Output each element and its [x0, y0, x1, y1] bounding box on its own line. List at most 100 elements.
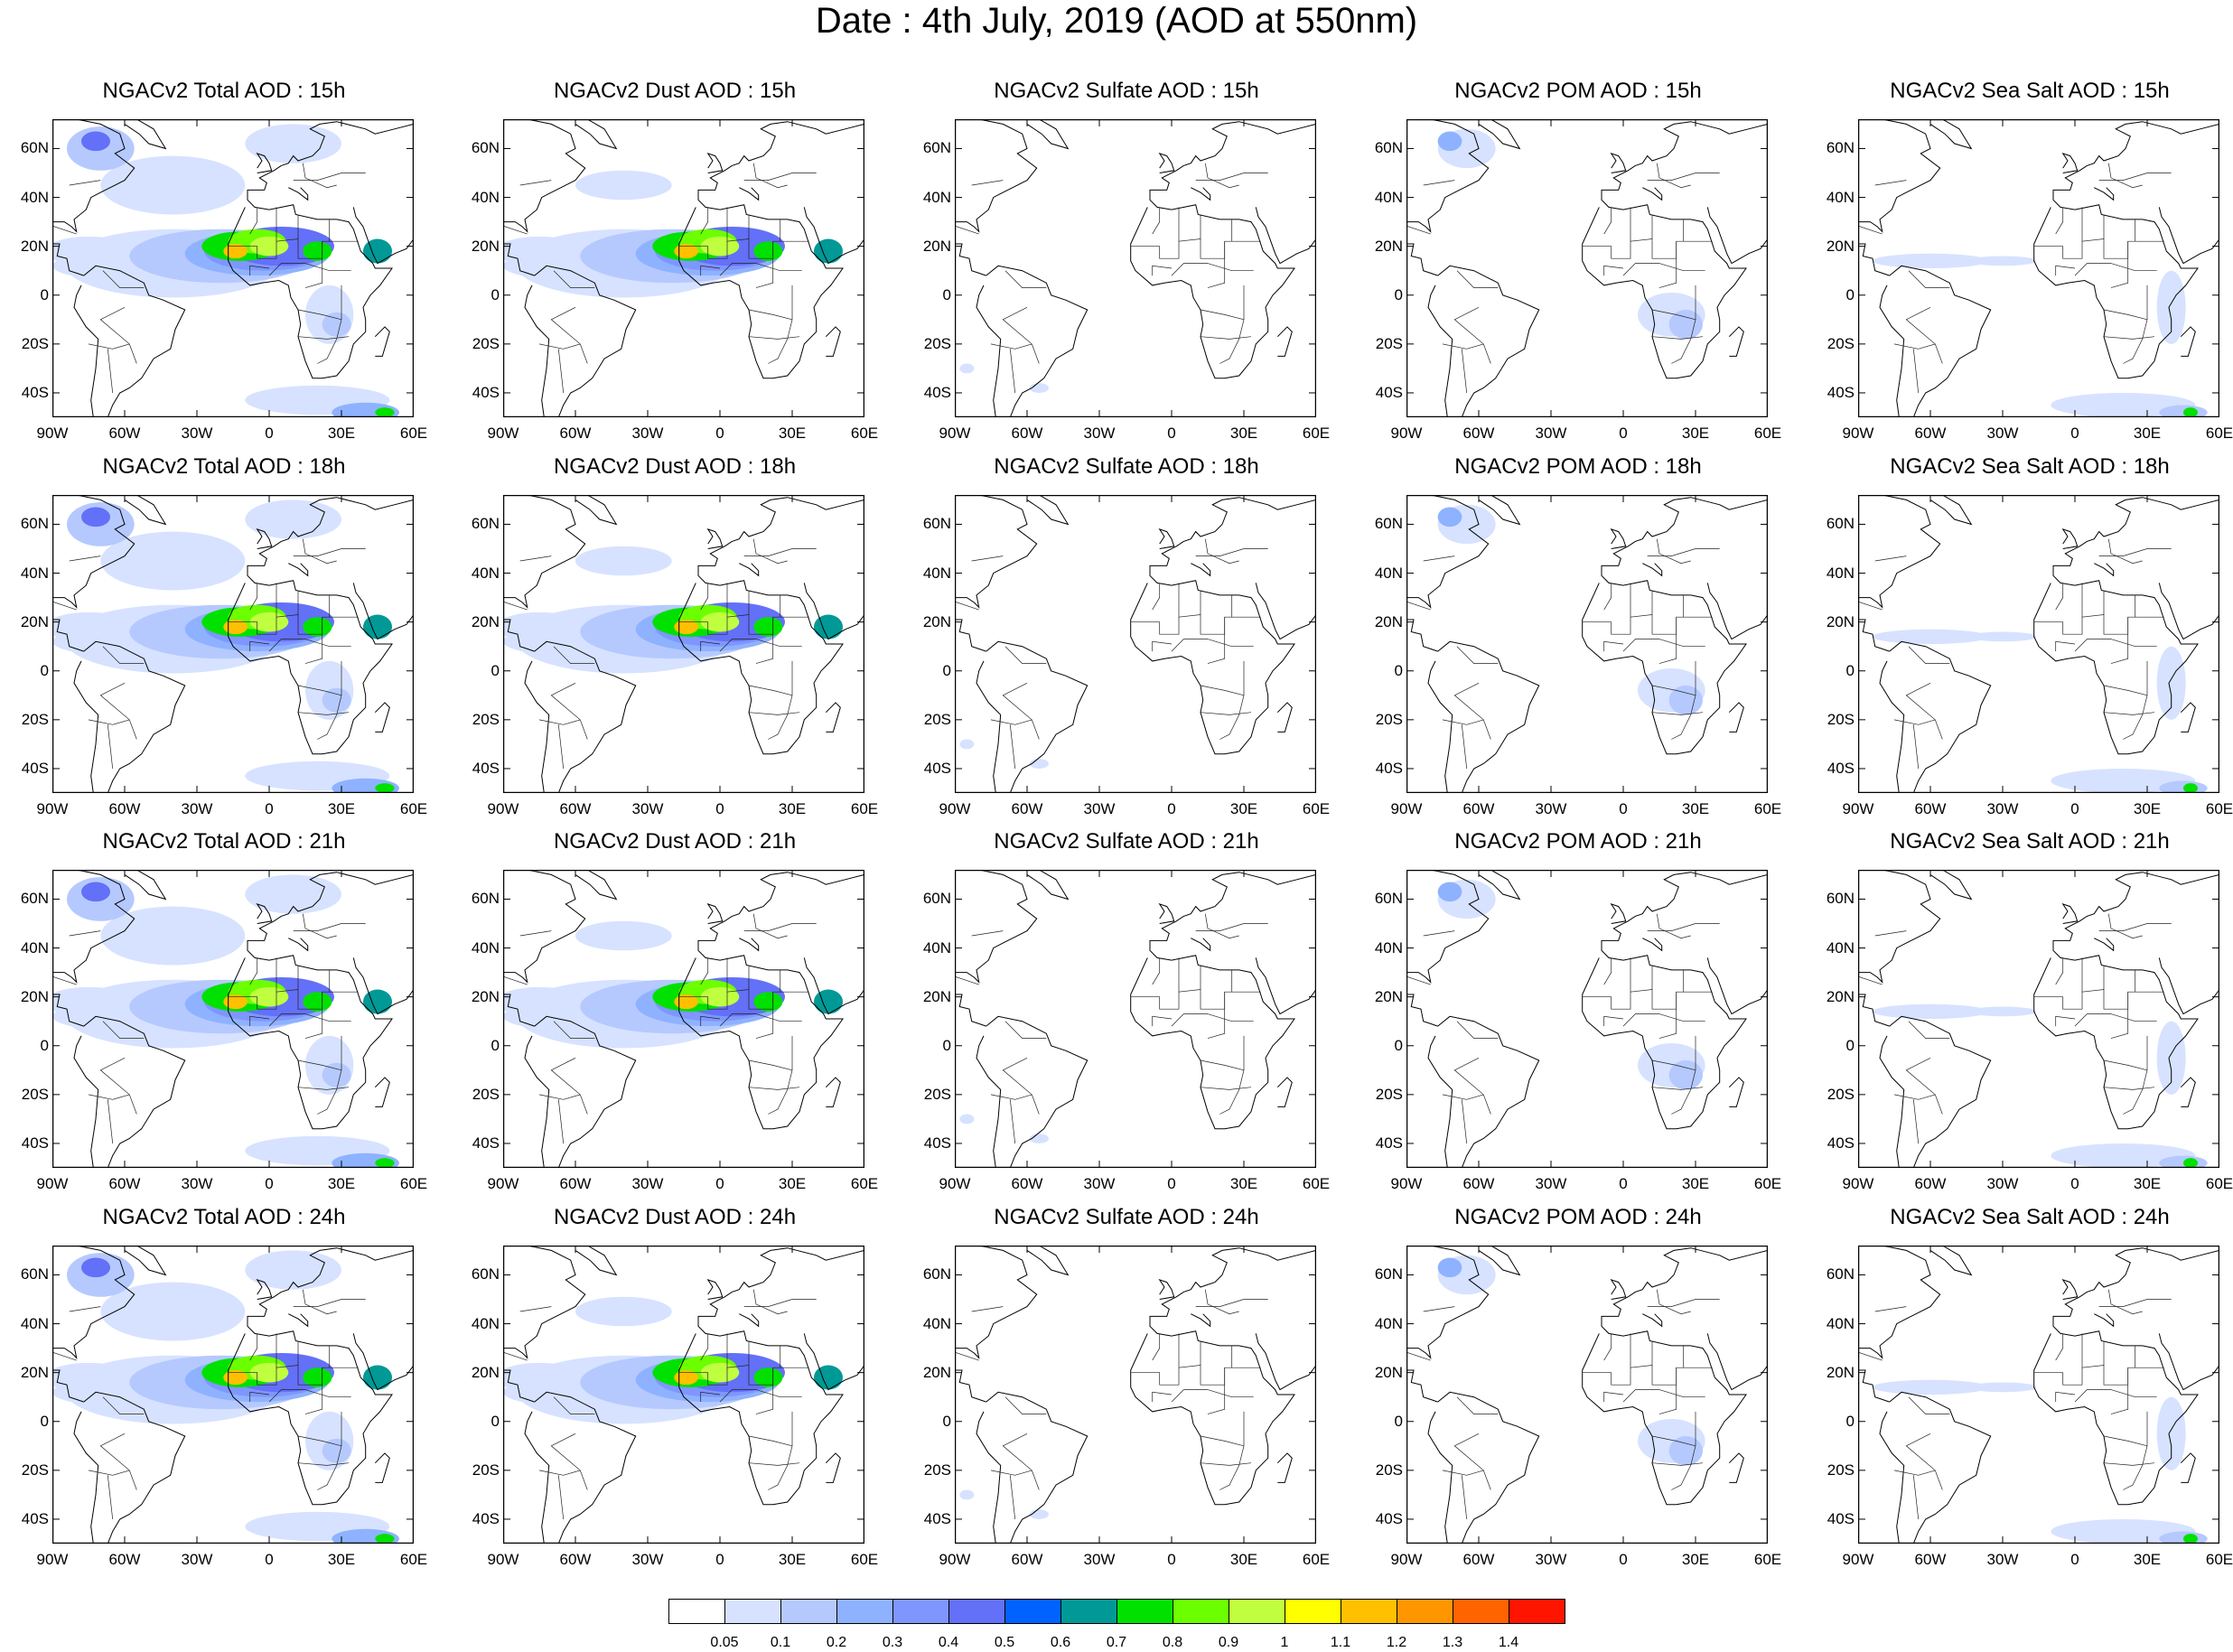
coastline [544, 495, 618, 526]
lon-tick-label: 60E [399, 425, 428, 442]
colorbar [668, 1599, 1565, 1628]
country-border [1582, 969, 1685, 1010]
country-border [719, 1389, 802, 1403]
country-border [99, 306, 137, 364]
country-border [990, 719, 1032, 725]
lat-tick-label: 20S [472, 1085, 500, 1103]
country-border [88, 343, 130, 350]
coastline [955, 243, 986, 276]
coastline [2158, 957, 2219, 1015]
aod-contour-region [1873, 629, 1988, 644]
lon-tick-label: 90W [1842, 425, 1874, 442]
lon-tick-label: 30E [327, 425, 356, 442]
country-border [2103, 712, 2155, 715]
coastline [503, 243, 535, 276]
coastline [976, 1391, 1088, 1544]
lon-tick-label: 60W [1011, 1551, 1043, 1568]
aod-contour-region [2051, 768, 2196, 793]
lat-tick-label: 60N [20, 515, 49, 533]
lon-tick-label: 60W [1011, 1175, 1043, 1192]
country-border [1130, 219, 1233, 259]
country-border [748, 712, 800, 715]
colorbar-swatch [1060, 1599, 1117, 1624]
country-border [1171, 1389, 1254, 1403]
country-border [1219, 1411, 1245, 1490]
aod-contour-region [245, 874, 341, 914]
aod-contour-region [575, 170, 672, 201]
country-border [1647, 548, 1720, 556]
aod-contour-region [1873, 1379, 1988, 1395]
country-border [1461, 724, 1468, 770]
lon-tick-label: 0 [265, 425, 274, 442]
country-border [1130, 969, 1233, 1010]
country-border [2074, 263, 2157, 276]
coastline [1582, 495, 1768, 755]
lat-tick-label: 0 [40, 1036, 49, 1054]
country-border [1195, 923, 1268, 931]
coastline [2094, 187, 2115, 201]
country-border [719, 263, 802, 276]
lon-tick-label: 60E [1753, 425, 1782, 442]
coastline [256, 902, 273, 924]
coastline [955, 1246, 1038, 1359]
country-border [2033, 219, 2136, 259]
coastline [1406, 1369, 1438, 1403]
country-border [700, 207, 709, 235]
lat-tick-label: 0 [1845, 285, 1855, 303]
map-panel-seasalt-21h: NGACv2 Sea Salt AOD : 21h 60N 40N 20N 0 20S 40… [1806, 828, 2233, 1204]
country-border [1603, 265, 1624, 276]
country-border [1671, 1035, 1696, 1115]
lon-tick-label: 90W [939, 1551, 971, 1568]
lon-tick-label: 90W [1842, 1175, 1874, 1192]
lon-tick-label: 30E [2133, 1551, 2162, 1568]
country-border [302, 1289, 337, 1315]
coastline [1610, 902, 1627, 924]
country-border [1152, 1015, 1173, 1027]
country-border [1656, 538, 1691, 565]
lon-tick-label: 30E [1681, 1551, 1710, 1568]
lon-tick-label: 60W [1462, 1551, 1495, 1568]
coastline [976, 1015, 1088, 1168]
lon-tick-label: 60W [1462, 800, 1495, 817]
country-border [1582, 219, 1685, 259]
country-border [971, 180, 1004, 186]
aod-contour-region [303, 1367, 332, 1387]
country-border [297, 309, 342, 321]
lat-tick-label: 20S [923, 710, 951, 728]
country-border [1002, 1433, 1040, 1490]
colorbar-label: 0.9 [1218, 1635, 1239, 1650]
aod-contour-region [81, 882, 110, 902]
country-border [1423, 180, 1455, 186]
country-border [1152, 207, 1161, 235]
coastline [678, 870, 864, 1130]
country-border [107, 724, 114, 770]
country-border [1130, 1345, 1233, 1386]
coastline [1130, 870, 1316, 1130]
country-border [538, 719, 581, 725]
country-border [2107, 538, 2143, 565]
lon-tick-label: 0 [1167, 425, 1176, 442]
country-border [304, 1367, 323, 1414]
lon-tick-label: 30W [1535, 1551, 1567, 1568]
colorbar-swatch [1229, 1599, 1285, 1624]
aod-contour-region [959, 1489, 975, 1500]
aod-contour-region [2156, 646, 2186, 720]
lon-tick-label: 90W [487, 1175, 519, 1192]
country-border [304, 617, 323, 664]
country-border [2110, 1367, 2129, 1414]
country-border [297, 1462, 350, 1466]
aod-contour-region [753, 241, 783, 261]
coastline [1158, 1278, 1175, 1300]
map-plot [1406, 870, 1768, 1168]
lon-tick-label: 30W [1535, 1175, 1567, 1192]
coastline [706, 902, 724, 924]
map-panel-total-24h: NGACv2 Total AOD : 24h 60N 40N 20N 0 20S 40S 90… [0, 1204, 452, 1580]
country-border [1603, 1391, 1624, 1403]
lon-tick-label: 60W [108, 1175, 141, 1192]
lat-tick-label: 20S [1827, 1085, 1855, 1103]
map-plot [503, 495, 864, 793]
lon-tick-label: 60W [108, 1551, 141, 1568]
lon-tick-label: 0 [1619, 1551, 1628, 1568]
aod-contour-region [322, 1062, 351, 1087]
lon-tick-label: 0 [265, 1551, 274, 1568]
